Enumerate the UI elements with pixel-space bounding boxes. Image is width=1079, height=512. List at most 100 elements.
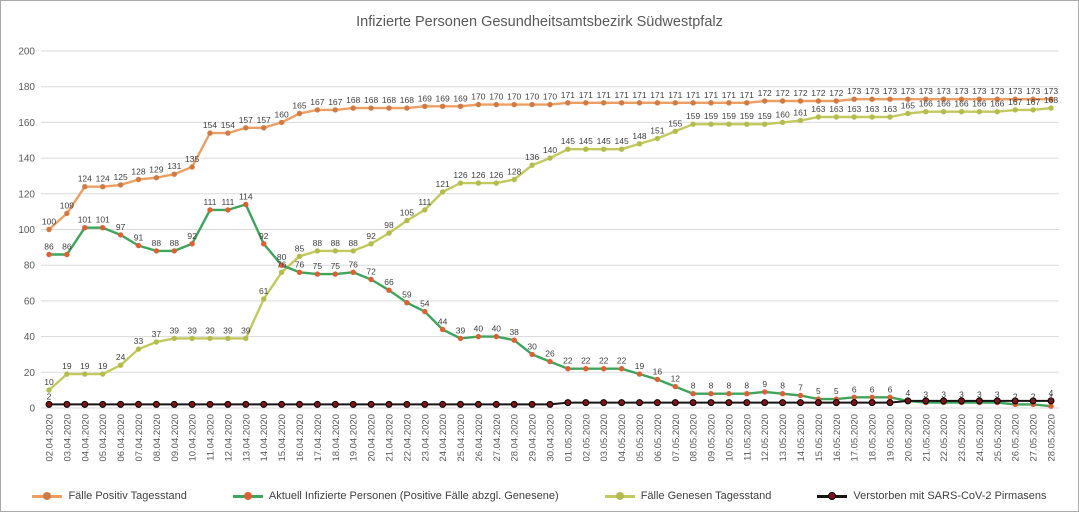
data-label: 165 xyxy=(292,101,306,111)
data-label: 159 xyxy=(740,111,754,121)
data-point xyxy=(63,400,71,408)
data-point xyxy=(815,114,822,120)
data-label: 3 xyxy=(977,390,982,400)
data-label: 159 xyxy=(704,111,718,121)
data-point xyxy=(851,394,857,400)
data-point xyxy=(725,399,733,407)
data-label: 8 xyxy=(780,381,785,391)
data-label: 173 xyxy=(901,86,915,96)
data-point xyxy=(779,98,786,104)
data-label: 4 xyxy=(906,388,911,398)
data-point xyxy=(368,105,374,111)
data-point xyxy=(726,391,732,397)
data-point xyxy=(404,217,410,224)
data-point xyxy=(887,114,893,120)
data-point xyxy=(170,400,178,408)
series-line-1 xyxy=(47,203,1053,408)
data-label: 54 xyxy=(420,299,430,309)
data-label: 167 xyxy=(1026,97,1040,107)
x-axis-label: 12.04.2020 xyxy=(223,414,234,462)
data-point xyxy=(833,114,839,120)
data-point xyxy=(492,400,500,408)
data-point xyxy=(206,400,214,408)
data-point xyxy=(313,400,321,408)
data-point xyxy=(547,155,553,161)
data-point xyxy=(654,376,661,383)
legend-item-genesen: Fälle Genesen Tagesstand xyxy=(604,490,771,502)
data-point xyxy=(583,100,589,106)
data-point xyxy=(457,400,464,408)
data-point xyxy=(117,232,124,238)
data-label: 170 xyxy=(489,92,503,102)
data-label: 166 xyxy=(954,99,968,109)
data-point xyxy=(583,366,589,372)
legend-label-aktuell-infizierte: Aktuell Infizierte Personen (Positive Fä… xyxy=(268,490,559,502)
data-label: 171 xyxy=(650,90,664,100)
data-label: 8 xyxy=(691,381,696,391)
data-point xyxy=(958,96,965,102)
data-point xyxy=(922,397,930,405)
data-point xyxy=(511,101,517,108)
data-point xyxy=(1048,403,1054,409)
data-label: 40 xyxy=(492,324,502,334)
data-point xyxy=(654,100,661,106)
data-label: 7 xyxy=(798,383,803,393)
x-axis-label: 20.05.2020 xyxy=(903,414,914,462)
data-label: 3 xyxy=(941,390,946,400)
data-label: 173 xyxy=(1008,86,1022,96)
data-point xyxy=(404,105,410,111)
data-point xyxy=(225,207,231,213)
x-axis-label: 04.05.2020 xyxy=(617,414,628,462)
data-label: 166 xyxy=(919,99,933,109)
data-label: 126 xyxy=(489,170,503,180)
data-point xyxy=(296,400,303,408)
data-point xyxy=(582,399,590,407)
data-label: 8 xyxy=(727,381,732,391)
data-point xyxy=(583,146,589,152)
data-point xyxy=(636,399,643,407)
data-label: 163 xyxy=(865,104,879,114)
x-axis-label: 17.04.2020 xyxy=(313,414,324,462)
data-point xyxy=(100,371,106,377)
x-axis-label: 08.05.2020 xyxy=(689,414,700,462)
positiv-line-dot-icon xyxy=(32,491,63,501)
data-label: 86 xyxy=(44,242,54,252)
data-point xyxy=(171,171,177,177)
data-point xyxy=(64,251,70,258)
data-point xyxy=(207,130,213,136)
x-axis-label: 22.04.2020 xyxy=(402,414,413,462)
y-axis-tick-label: 120 xyxy=(18,189,35,200)
data-point xyxy=(207,207,213,213)
data-point xyxy=(565,146,571,152)
data-point xyxy=(940,109,947,115)
data-point xyxy=(296,110,303,117)
y-axis-tick-label: 40 xyxy=(24,332,36,343)
data-point xyxy=(135,176,142,183)
x-axis-label: 02.04.2020 xyxy=(45,414,56,462)
data-point xyxy=(385,400,393,408)
data-point xyxy=(904,397,912,405)
x-axis-label: 21.05.2020 xyxy=(921,414,932,462)
x-axis-label: 13.04.2020 xyxy=(241,414,252,462)
data-point xyxy=(958,109,965,115)
data-point xyxy=(135,242,142,249)
data-label: 2 xyxy=(1031,391,1036,401)
data-point xyxy=(797,98,804,104)
x-axis-label: 23.05.2020 xyxy=(957,414,968,462)
x-axis-label: 18.04.2020 xyxy=(331,414,342,462)
x-axis-label: 24.04.2020 xyxy=(438,414,449,462)
x-axis-label: 15.04.2020 xyxy=(277,414,288,462)
data-point xyxy=(887,96,893,102)
data-point xyxy=(475,101,482,108)
data-label: 19 xyxy=(635,361,645,371)
data-label: 145 xyxy=(579,136,593,146)
y-axis-tick-label: 20 xyxy=(24,368,36,379)
data-point xyxy=(815,98,822,104)
y-axis-tick-label: 160 xyxy=(18,118,35,129)
x-axis-label: 11.05.2020 xyxy=(742,414,753,461)
data-label: 145 xyxy=(561,136,575,146)
data-label: 22 xyxy=(599,356,609,366)
data-label: 159 xyxy=(758,111,772,121)
data-label: 145 xyxy=(597,136,611,146)
data-point xyxy=(421,400,429,408)
